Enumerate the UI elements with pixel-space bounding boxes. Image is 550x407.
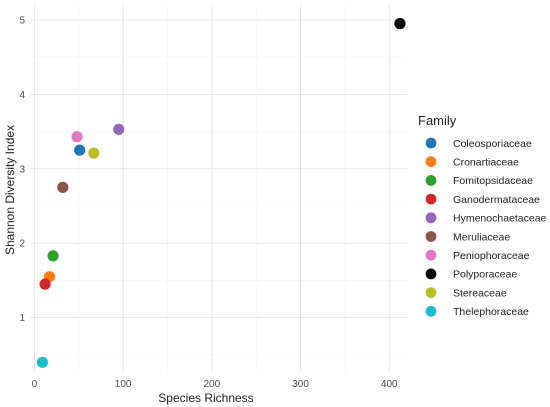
legend-label: Coleosporiaceae xyxy=(453,138,532,150)
x-tick-label: 300 xyxy=(292,379,309,390)
legend-label: Peniophoraceae xyxy=(453,250,530,262)
data-point xyxy=(71,131,83,143)
y-tick-label: 1 xyxy=(19,313,25,324)
legend-key xyxy=(425,231,437,242)
legend-key xyxy=(425,249,437,261)
legend-label: Cronartiaceae xyxy=(453,157,519,169)
legend-key xyxy=(425,175,437,186)
legend: Coleosporiaceae Cronartiaceae Fomitopsidac… xyxy=(425,137,547,318)
legend-key xyxy=(425,268,437,280)
legend-key xyxy=(425,156,437,168)
x-tick-label: 400 xyxy=(381,379,398,390)
data-point xyxy=(47,250,59,262)
legend-key xyxy=(425,305,437,317)
y-tick-labels: 1 2 3 4 5 xyxy=(19,15,25,324)
legend-title: Family xyxy=(418,113,457,128)
legend-label: Hymenochaetaceae xyxy=(453,213,547,225)
data-point xyxy=(36,356,49,368)
data-point xyxy=(88,147,100,159)
x-tick-label: 0 xyxy=(32,379,38,390)
y-tick-label: 4 xyxy=(19,90,25,101)
y-tick-label: 2 xyxy=(19,239,25,250)
legend-key xyxy=(425,137,437,149)
legend-label: Thelephoraceae xyxy=(453,306,529,318)
data-point xyxy=(74,144,86,156)
data-points xyxy=(36,18,406,368)
data-point xyxy=(113,123,125,135)
data-point xyxy=(39,278,51,290)
data-point xyxy=(57,181,69,193)
y-tick-label: 3 xyxy=(19,164,25,175)
x-tick-labels: 0 100 200 300 400 xyxy=(32,379,398,390)
legend-key xyxy=(425,193,437,205)
x-axis-title: Species Richness xyxy=(158,391,253,405)
grid-lines xyxy=(30,5,407,372)
legend-key xyxy=(425,212,437,224)
legend-label: Fomitopsidaceae xyxy=(453,175,533,187)
legend-label: Meruliaceae xyxy=(453,231,510,243)
legend-label: Stereaceae xyxy=(453,287,507,299)
y-tick-label: 5 xyxy=(19,15,25,26)
legend-label: Polyporaceae xyxy=(453,269,517,281)
y-axis-title: Shannon Diversity Index xyxy=(3,125,17,255)
legend-label: Ganodermataceae xyxy=(453,194,540,206)
x-tick-label: 200 xyxy=(204,379,221,390)
x-tick-label: 100 xyxy=(115,379,132,390)
legend-key xyxy=(425,287,437,298)
data-point xyxy=(394,18,406,30)
